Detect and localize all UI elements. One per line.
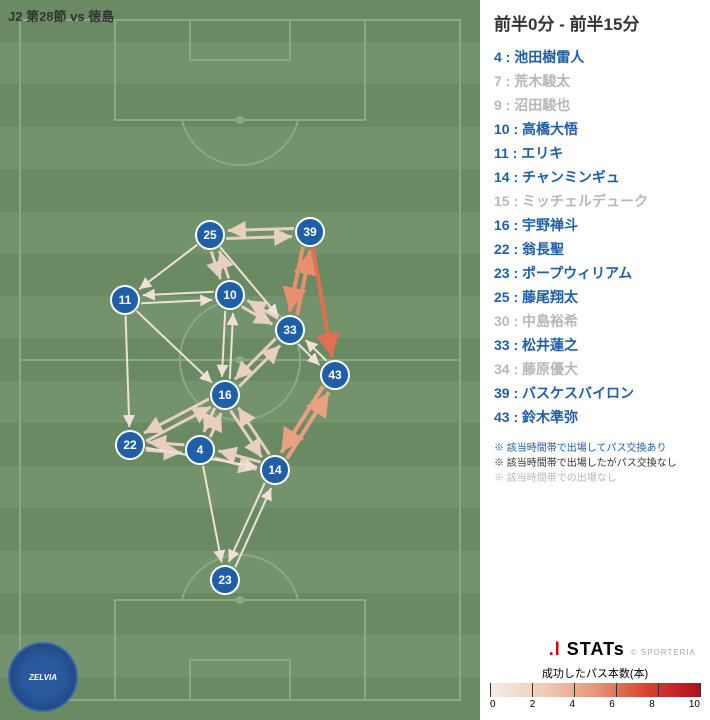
player-item-9: 9 : 沼田駿也 [494,95,696,115]
player-node-39: 39 [295,217,325,247]
player-item-10: 10 : 高橋大悟 [494,119,696,139]
sidebar: 前半0分 - 前半15分 4 : 池田樹雷人 7 : 荒木駿太 9 : 沼田駿也 10… [480,0,710,720]
player-item-22: 22 : 翁長聖 [494,239,696,259]
scale-tick: 6 [609,699,615,710]
scale-tick: 2 [530,699,536,710]
scale-tick: 10 [689,699,700,710]
player-node-4: 4 [185,435,215,465]
player-item-15: 15 : ミッチェルデューク [494,191,696,211]
scale-tick-mark [490,683,491,697]
player-node-43: 43 [320,360,350,390]
scale-tick-mark [532,683,533,697]
legend-notes: ※ 該当時間帯で出場してパス交換あり※ 該当時間帯で出場したがパス交換なし※ 該… [494,441,696,486]
match-title: J2 第28節 vs 徳島 [8,6,114,25]
legend-note: ※ 該当時間帯での出場なし [494,471,696,486]
player-list: 4 : 池田樹雷人 7 : 荒木駿太 9 : 沼田駿也 10 : 高橋大悟 11 : エ… [494,47,696,427]
player-item-30: 30 : 中島裕希 [494,311,696,331]
color-scale: 成功したパス本数(本) 0 2 4 6 8 10 [490,665,700,710]
color-scale-bar [490,683,700,697]
player-node-33: 33 [275,315,305,345]
legend-note: ※ 該当時間帯で出場したがパス交換なし [494,456,696,471]
team-logo-text: ZELVIA [29,673,57,682]
scale-tick: 8 [649,699,655,710]
player-item-25: 25 : 藤尾翔太 [494,287,696,307]
player-item-33: 33 : 松井蓮之 [494,335,696,355]
player-node-23: 23 [210,565,240,595]
legend-note: ※ 該当時間帯で出場してパス交換あり [494,441,696,456]
pitch: J2 第28節 vs 徳島 ZELVIA 25 39 11 10 33 43 16 22 4 14… [0,0,480,720]
player-item-23: 23 : ポープウィリアム [494,263,696,283]
player-item-11: 11 : エリキ [494,143,696,163]
stats-logo-j: .l [549,639,567,659]
player-item-7: 7 : 荒木駿太 [494,71,696,91]
scale-tick: 4 [570,699,576,710]
player-node-25: 25 [195,220,225,250]
player-item-4: 4 : 池田樹雷人 [494,47,696,67]
scale-tick: 0 [490,699,496,710]
scale-tick-mark [616,683,617,697]
pass-edges [0,0,480,720]
player-item-14: 14 : チャンミンギュ [494,167,696,187]
player-item-16: 16 : 宇野禅斗 [494,215,696,235]
player-node-11: 11 [110,285,140,315]
color-scale-title: 成功したパス本数(本) [490,665,700,681]
scale-tick-mark [658,683,659,697]
scale-tick-mark [574,683,575,697]
player-node-14: 14 [260,455,290,485]
copyright: © SPORTERIA [631,648,696,657]
player-node-10: 10 [215,280,245,310]
color-scale-ticks: 0 2 4 6 8 10 [490,699,700,710]
time-range: 前半0分 - 前半15分 [494,10,696,35]
team-logo: ZELVIA [8,642,78,712]
stats-logo-text: STATs [567,639,625,659]
stats-logo: .l STATs © SPORTERIA [549,639,696,660]
root: J2 第28節 vs 徳島 ZELVIA 25 39 11 10 33 43 16 22 4 14… [0,0,710,720]
player-node-22: 22 [115,430,145,460]
player-item-43: 43 : 鈴木準弥 [494,407,696,427]
player-node-16: 16 [210,380,240,410]
player-item-34: 34 : 藤原優大 [494,359,696,379]
scale-tick-mark [700,683,701,697]
player-item-39: 39 : バスケスバイロン [494,383,696,403]
